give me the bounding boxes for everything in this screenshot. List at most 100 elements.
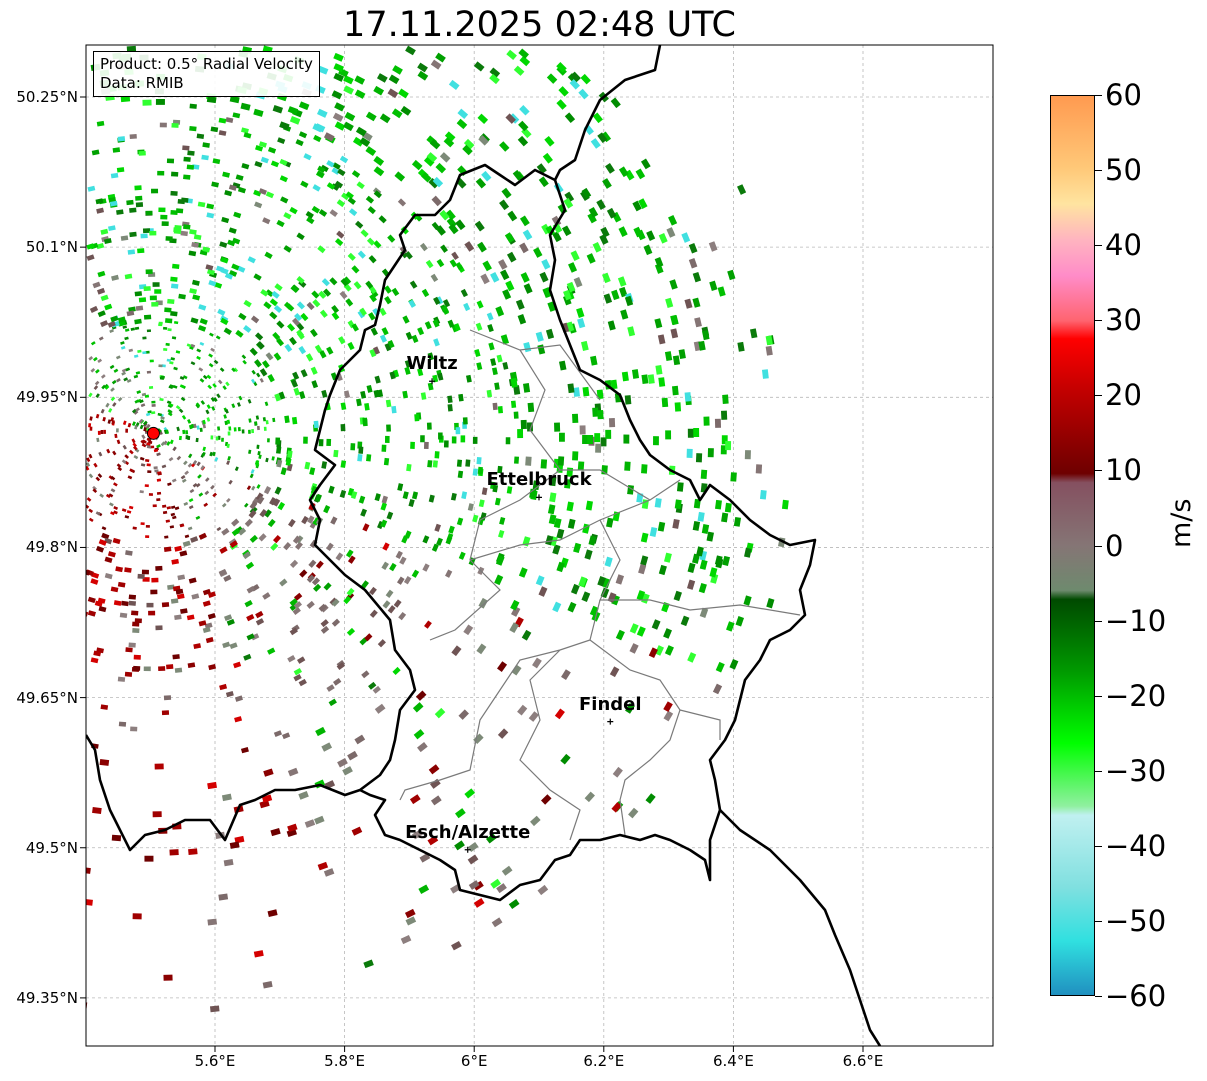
velocity-cell xyxy=(465,374,472,383)
velocity-cell xyxy=(582,435,588,445)
velocity-cell xyxy=(220,317,229,326)
velocity-cell xyxy=(549,476,557,487)
velocity-cell xyxy=(129,133,137,140)
velocity-cell xyxy=(345,191,354,200)
velocity-cell xyxy=(513,65,525,76)
velocity-cell xyxy=(343,390,351,399)
velocity-cell xyxy=(187,435,191,441)
velocity-cell xyxy=(629,623,639,634)
colorbar-tick xyxy=(1095,620,1102,622)
velocity-cell xyxy=(90,367,96,373)
velocity-cell xyxy=(163,348,168,352)
velocity-cell xyxy=(707,448,714,458)
velocity-cell xyxy=(102,416,106,422)
velocity-cell xyxy=(95,198,104,205)
velocity-cell xyxy=(222,171,231,178)
velocity-cell xyxy=(225,691,234,698)
velocity-cell xyxy=(564,478,571,489)
velocity-cell xyxy=(284,343,293,353)
velocity-cell xyxy=(232,237,241,245)
velocity-cell xyxy=(86,497,92,502)
velocity-cell xyxy=(573,542,582,554)
velocity-cell xyxy=(453,323,461,332)
velocity-cell xyxy=(670,314,679,325)
velocity-cell xyxy=(156,444,161,449)
velocity-cell xyxy=(265,191,275,199)
velocity-cell xyxy=(273,730,283,737)
velocity-cell xyxy=(326,684,335,692)
velocity-cell xyxy=(100,320,109,328)
velocity-cell xyxy=(262,217,271,225)
velocity-cell xyxy=(276,459,283,468)
velocity-cell xyxy=(210,435,214,440)
velocity-cell xyxy=(549,492,557,503)
velocity-cell xyxy=(104,303,113,311)
velocity-cell xyxy=(220,256,229,264)
velocity-cell xyxy=(204,477,210,482)
velocity-cell xyxy=(192,460,198,465)
velocity-cell xyxy=(671,385,679,396)
velocity-cell xyxy=(124,671,133,677)
velocity-cell xyxy=(582,386,590,397)
velocity-cell xyxy=(517,314,527,325)
velocity-cell xyxy=(243,325,252,333)
velocity-cell xyxy=(304,819,316,828)
velocity-cell xyxy=(255,492,264,501)
velocity-cell xyxy=(112,450,117,456)
radar-site-marker xyxy=(146,426,160,440)
velocity-cell xyxy=(695,453,703,463)
velocity-cell xyxy=(347,555,356,564)
velocity-cell xyxy=(142,99,152,106)
lat-label: 49.5°N xyxy=(25,838,78,857)
velocity-cell xyxy=(428,178,439,189)
velocity-cell xyxy=(255,415,260,420)
velocity-cell xyxy=(190,343,196,348)
velocity-cell xyxy=(132,442,138,448)
velocity-cell xyxy=(373,85,385,96)
velocity-cell xyxy=(175,350,181,354)
velocity-cell xyxy=(149,295,157,301)
velocity-cell xyxy=(88,453,93,459)
velocity-cell xyxy=(206,417,211,422)
velocity-cell xyxy=(326,182,336,190)
velocity-cell xyxy=(248,418,252,423)
velocity-cell xyxy=(381,495,388,504)
velocity-cell xyxy=(202,600,211,607)
velocity-cell xyxy=(215,335,221,340)
velocity-cell xyxy=(90,657,99,664)
velocity-cell xyxy=(351,323,359,332)
velocity-cell xyxy=(673,590,682,602)
velocity-cell xyxy=(761,369,769,379)
velocity-cell xyxy=(688,258,698,269)
velocity-cell xyxy=(664,645,674,656)
velocity-cell xyxy=(142,336,147,340)
velocity-cell xyxy=(572,451,579,461)
velocity-cell xyxy=(300,312,309,322)
velocity-cell xyxy=(560,753,571,765)
city-marker xyxy=(429,378,436,385)
velocity-cell xyxy=(527,402,535,413)
velocity-cell xyxy=(391,287,400,297)
velocity-cell xyxy=(342,766,353,776)
colorbar-tick xyxy=(1095,545,1102,547)
velocity-cell xyxy=(520,272,530,283)
velocity-cell xyxy=(477,113,489,125)
velocity-cell xyxy=(93,650,102,657)
velocity-cell xyxy=(292,607,301,615)
velocity-cell xyxy=(169,361,174,365)
velocity-cell xyxy=(448,525,455,534)
velocity-cell xyxy=(218,893,229,901)
velocity-cell xyxy=(223,414,227,419)
velocity-cell xyxy=(513,456,520,464)
velocity-cell xyxy=(381,561,389,570)
velocity-cell xyxy=(566,281,576,293)
velocity-cell xyxy=(264,509,272,518)
velocity-cell xyxy=(519,242,529,254)
velocity-cell xyxy=(703,416,710,426)
velocity-cell xyxy=(463,624,474,636)
velocity-cell xyxy=(227,431,231,436)
velocity-cell xyxy=(167,403,173,409)
velocity-cell xyxy=(129,231,137,238)
velocity-cell xyxy=(568,262,578,273)
velocity-cell xyxy=(486,312,494,321)
